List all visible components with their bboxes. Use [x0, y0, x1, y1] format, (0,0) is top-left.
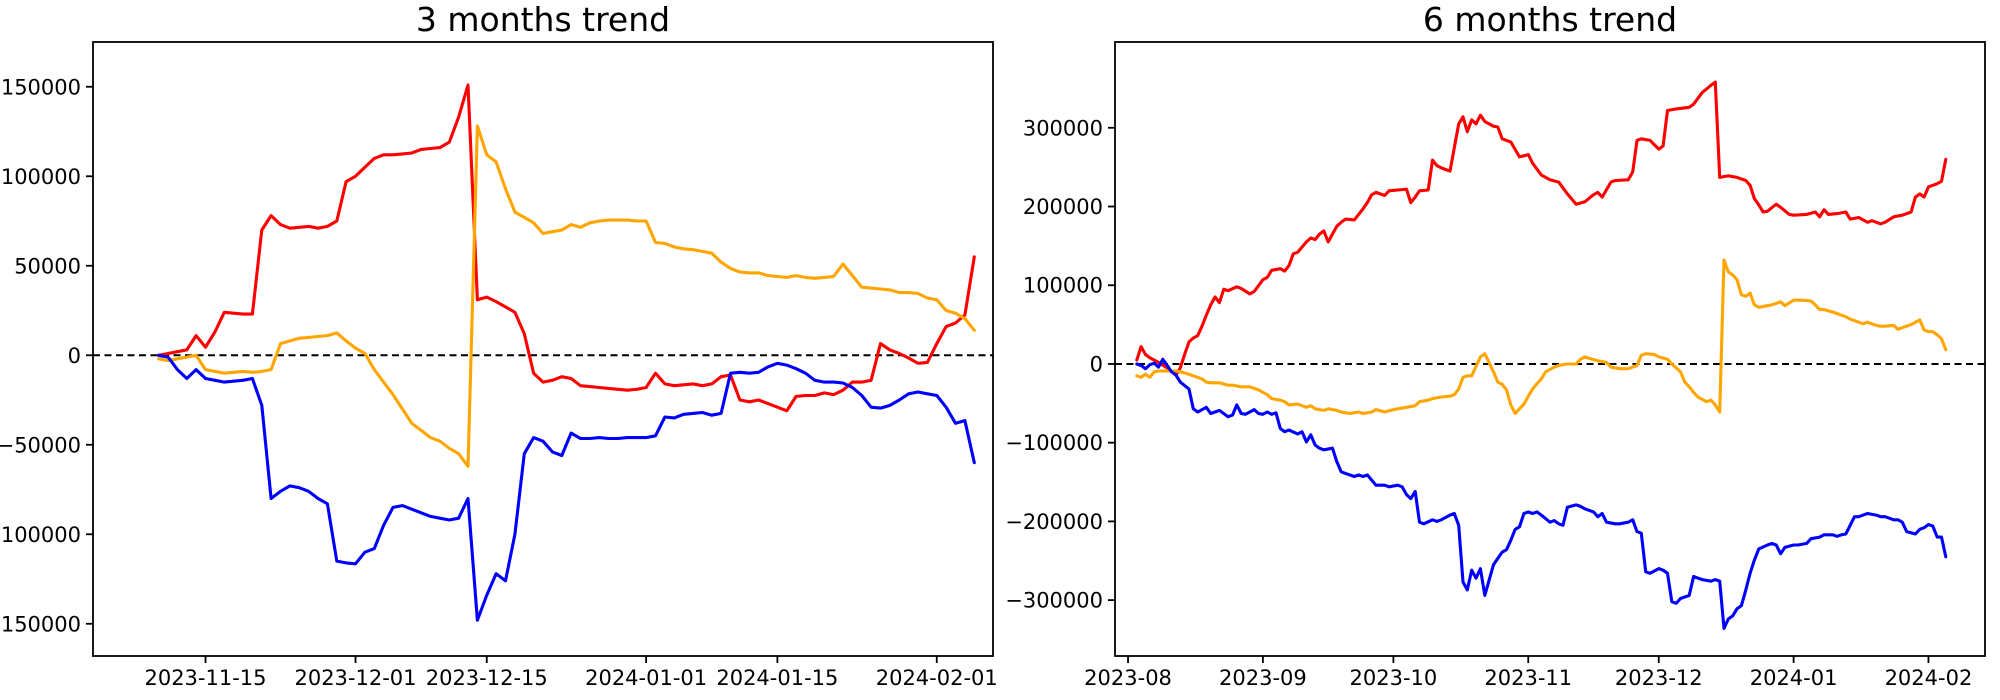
y-tick-label: −100000 [1005, 431, 1103, 455]
x-tick-label: 2023-11 [1484, 666, 1572, 690]
series-red-line [1135, 80, 1948, 377]
x-tick-label: 2024-02 [1885, 666, 1973, 690]
y-tick-label: 100000 [1023, 274, 1103, 298]
y-tick-label: −100000 [0, 523, 81, 547]
plot-border [92, 41, 994, 657]
x-tick-label: 2024-01-01 [585, 666, 707, 690]
series-blue-line [157, 353, 976, 622]
series-blue-line [1135, 357, 1948, 630]
x-tick-label: 2023-12-15 [426, 666, 548, 690]
y-tick-label: 0 [1090, 352, 1103, 376]
x-tick-label: 2023-12 [1615, 666, 1703, 690]
series-orange-line [1135, 258, 1948, 416]
y-tick-label: 0 [68, 344, 81, 368]
x-tick-label: 2024-01-15 [716, 666, 838, 690]
series-red-line [157, 83, 976, 413]
y-tick-label: 300000 [1023, 116, 1103, 140]
y-tick-label: 50000 [14, 254, 81, 278]
x-tick-label: 2023-10 [1350, 666, 1438, 690]
x-tick-label: 2023-08 [1084, 666, 1172, 690]
y-tick-label: −150000 [0, 612, 81, 636]
x-tick-label: 2023-12-01 [294, 666, 416, 690]
chart-title-6-months: 6 months trend [1422, 0, 1678, 39]
y-tick-label: −50000 [0, 433, 81, 457]
x-tick-label: 2023-09 [1219, 666, 1307, 690]
y-tick-label: −200000 [1005, 510, 1103, 534]
x-tick-label: 2023-11-15 [144, 666, 266, 690]
y-tick-label: −300000 [1005, 589, 1103, 613]
y-tick-label: 200000 [1023, 195, 1103, 219]
x-tick-label: 2024-01 [1750, 666, 1838, 690]
series-orange-line [157, 124, 976, 468]
chart-title-3-months: 3 months trend [415, 0, 671, 39]
y-tick-label: 150000 [1, 75, 81, 99]
x-tick-label: 2024-02-01 [876, 666, 998, 690]
plot-border [1114, 41, 1986, 657]
y-tick-label: 100000 [1, 165, 81, 189]
